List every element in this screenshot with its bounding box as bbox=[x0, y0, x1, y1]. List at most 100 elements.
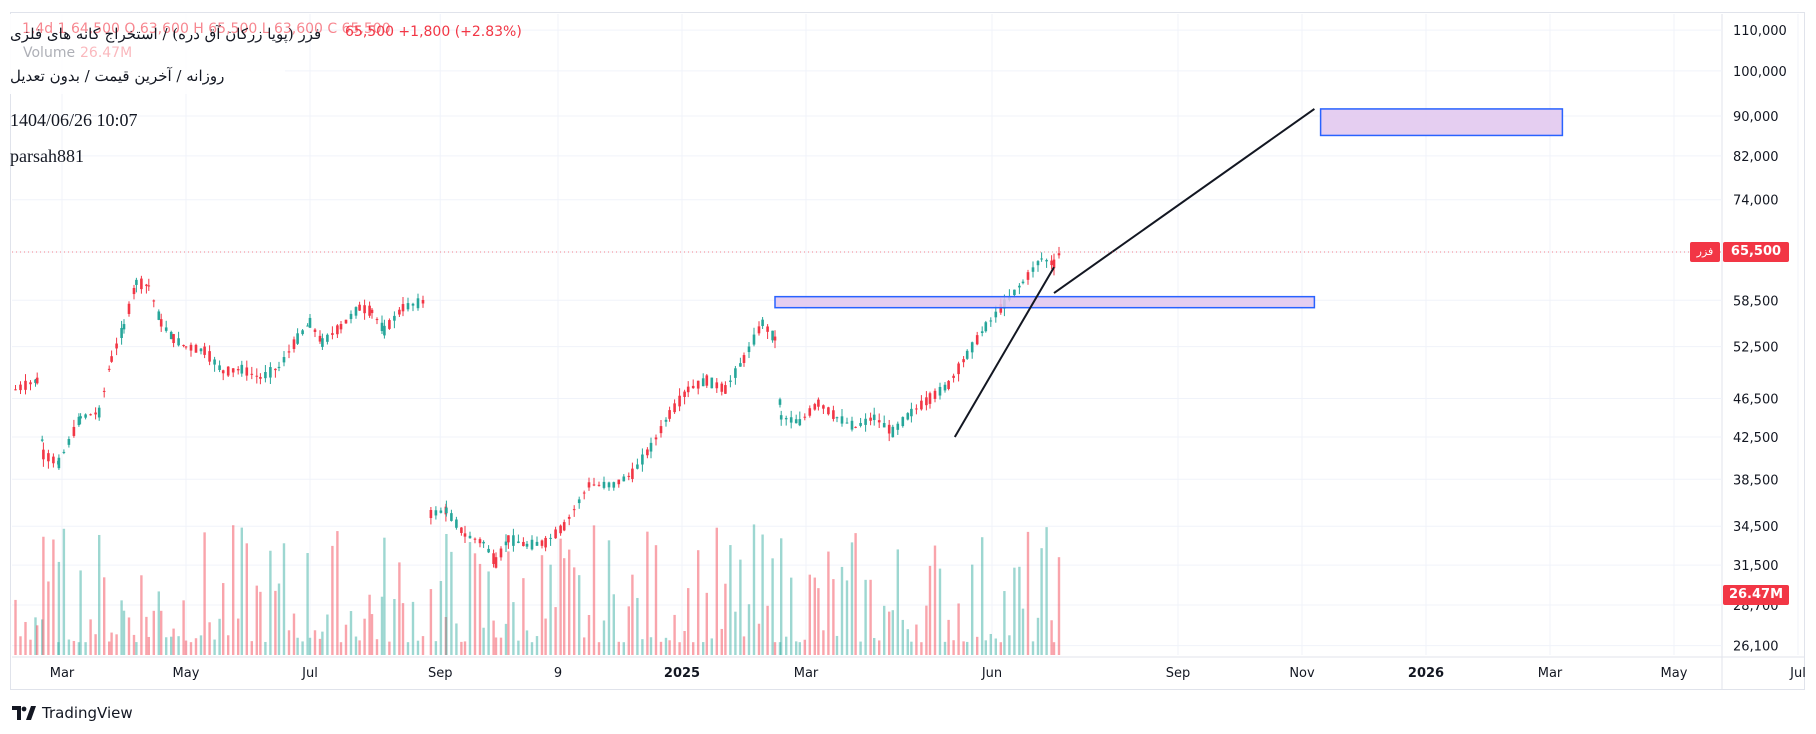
volume-bar bbox=[789, 577, 793, 655]
x-tick-label: Jun bbox=[981, 666, 1002, 681]
volume-bar bbox=[952, 640, 955, 655]
volume-bar bbox=[859, 641, 862, 655]
candle-body bbox=[559, 525, 562, 534]
x-tick-label: Nov bbox=[1289, 666, 1315, 681]
volume-bar bbox=[525, 630, 529, 655]
candle-body bbox=[182, 344, 185, 346]
tradingview-logo[interactable]: TradingView bbox=[12, 703, 133, 723]
candle-body bbox=[957, 363, 960, 375]
volume-bar bbox=[780, 538, 783, 655]
volume-bar bbox=[1008, 635, 1011, 655]
candle-body bbox=[52, 456, 55, 464]
x-tick-label: Mar bbox=[1538, 666, 1563, 681]
volume-bar bbox=[57, 561, 61, 655]
timestamp: 1404/06/26 10:07 bbox=[10, 110, 138, 130]
volume-bar bbox=[540, 555, 544, 655]
volume-bar bbox=[984, 640, 987, 655]
volume-badge: 26.47M bbox=[1723, 585, 1789, 605]
candle-body bbox=[89, 414, 92, 416]
volume-bar bbox=[301, 641, 304, 655]
volume-bar bbox=[999, 642, 1002, 655]
candle-body bbox=[896, 423, 900, 430]
volume-bar bbox=[42, 536, 45, 655]
volume-bar bbox=[530, 642, 534, 655]
candle-body bbox=[236, 369, 240, 371]
volume-bar bbox=[336, 531, 339, 655]
volume-bar bbox=[710, 638, 713, 655]
volume-bar bbox=[720, 628, 723, 655]
candle-body bbox=[313, 329, 317, 332]
candle-body bbox=[928, 393, 932, 404]
volume-bar bbox=[696, 550, 700, 655]
x-tick-label: Jul bbox=[301, 666, 318, 681]
candle-body bbox=[773, 336, 777, 341]
volume-bar bbox=[784, 636, 788, 655]
candle-body bbox=[854, 426, 857, 428]
volume-bar bbox=[269, 550, 272, 655]
volume-bar bbox=[370, 614, 374, 655]
candle-body bbox=[110, 356, 113, 362]
candle-body bbox=[567, 516, 571, 519]
x-tick-label: Jul bbox=[1789, 666, 1806, 681]
volume-bar bbox=[36, 625, 39, 655]
volume-bar bbox=[554, 607, 557, 655]
volume-bar bbox=[612, 594, 615, 655]
symbol-title[interactable]: فزر (پویا زرکان آق دره) / استخراج کانه ه… bbox=[10, 25, 322, 43]
volume-bar bbox=[107, 641, 111, 655]
volume-bar bbox=[84, 642, 87, 655]
volume-bar bbox=[664, 637, 668, 655]
volume-bar bbox=[1057, 557, 1061, 655]
candle-body bbox=[925, 397, 928, 406]
x-tick-label: May bbox=[1661, 666, 1688, 681]
candle-body bbox=[952, 375, 955, 378]
volume-bar bbox=[943, 641, 947, 655]
volume-bar bbox=[822, 630, 825, 655]
volume-bar bbox=[627, 606, 630, 655]
volume-bar bbox=[19, 636, 22, 655]
candle-body bbox=[724, 385, 727, 394]
volume-bar bbox=[654, 545, 658, 655]
volume-bar bbox=[887, 611, 891, 655]
volume-bar bbox=[160, 610, 163, 655]
candle-body bbox=[965, 350, 969, 359]
candle-body bbox=[34, 379, 37, 383]
volume-bar bbox=[62, 528, 66, 655]
volume-bar bbox=[482, 627, 485, 655]
volume-bar bbox=[52, 539, 55, 655]
volume-bar bbox=[29, 639, 32, 655]
volume-bar bbox=[832, 579, 835, 655]
volume-bar bbox=[47, 581, 50, 655]
volume-bar bbox=[102, 577, 106, 655]
volume-bar bbox=[388, 641, 391, 655]
candle-body bbox=[221, 370, 225, 374]
candle-body bbox=[933, 390, 937, 399]
volume-bar bbox=[306, 553, 309, 655]
volume-bar bbox=[544, 618, 547, 655]
volume-bar bbox=[157, 591, 160, 655]
candle-body bbox=[194, 344, 198, 353]
candle-body bbox=[822, 405, 825, 409]
candle-body bbox=[398, 309, 401, 315]
volume-bar bbox=[882, 605, 886, 655]
legend-panel bbox=[10, 14, 285, 94]
volume-bar bbox=[240, 527, 243, 655]
volume-bar bbox=[668, 640, 671, 655]
volume-bar bbox=[177, 636, 180, 655]
volume-label[interactable]: Volume bbox=[23, 45, 76, 61]
volume-bar bbox=[250, 641, 253, 655]
candle-body bbox=[636, 464, 639, 469]
candle-body bbox=[354, 307, 358, 316]
last-price-badge: 65,500 bbox=[1723, 241, 1789, 262]
candle-body bbox=[617, 479, 621, 485]
candle-body bbox=[140, 278, 143, 290]
candle-body bbox=[910, 408, 913, 417]
volume-bar bbox=[434, 641, 438, 655]
candle-body bbox=[859, 422, 862, 426]
candle-body bbox=[507, 535, 510, 543]
volume-bar bbox=[1040, 548, 1043, 655]
candle-body bbox=[213, 359, 216, 365]
chart-frame bbox=[10, 12, 1805, 690]
y-tick-label: 52,500 bbox=[1733, 341, 1779, 356]
volume-bar bbox=[771, 558, 774, 655]
